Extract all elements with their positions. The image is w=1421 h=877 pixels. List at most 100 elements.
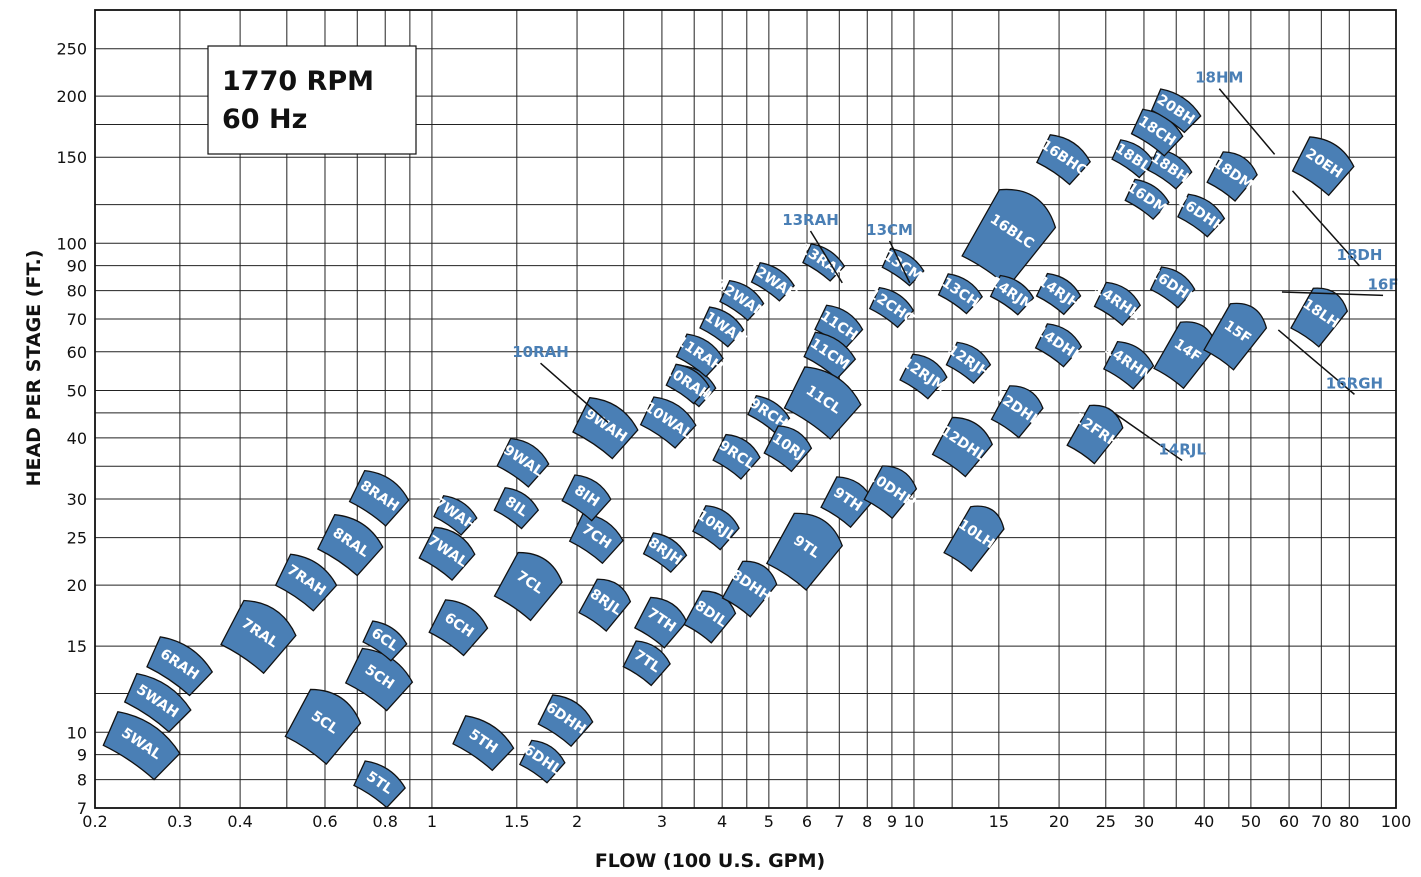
curve-shape bbox=[783, 366, 862, 440]
curve-shape bbox=[765, 512, 843, 591]
callout-leader bbox=[809, 230, 843, 284]
x-tick-label: 3 bbox=[657, 812, 667, 831]
curve-shape bbox=[1290, 287, 1349, 348]
curve-region: 9TL bbox=[765, 512, 843, 591]
curve-shape bbox=[683, 590, 737, 644]
curve-shape bbox=[220, 599, 297, 675]
x-tick-label: 15 bbox=[989, 812, 1009, 831]
y-tick-label: 40 bbox=[67, 429, 87, 448]
callout-label: 13RAH bbox=[782, 211, 839, 229]
curve-region: 10RJL bbox=[692, 505, 740, 551]
curve-region: 14RJH bbox=[1035, 272, 1083, 316]
curve-shape bbox=[763, 425, 813, 473]
y-tick-label: 9 bbox=[77, 746, 87, 765]
x-tick-label: 4 bbox=[717, 812, 727, 831]
curve-shape bbox=[931, 416, 994, 478]
y-tick-label: 15 bbox=[67, 637, 87, 656]
y-tick-label: 100 bbox=[56, 234, 87, 253]
x-tick-label: 70 bbox=[1311, 812, 1331, 831]
curve-shape bbox=[633, 596, 688, 649]
curve-region: 14DHL bbox=[1033, 323, 1085, 368]
curve-shape bbox=[868, 286, 915, 329]
y-tick-label: 80 bbox=[67, 282, 87, 301]
callout-leader bbox=[540, 362, 609, 424]
curve-shape bbox=[945, 341, 992, 385]
curve-region: 8DIL bbox=[683, 590, 737, 644]
curve-region: 16DHL bbox=[1147, 265, 1199, 309]
curve-shape bbox=[362, 620, 408, 662]
curve-region: 16BLC bbox=[961, 188, 1057, 288]
curve-region: 12DHL bbox=[931, 416, 994, 478]
curve-region: 10RJ bbox=[763, 425, 813, 473]
curve-region: 20EH bbox=[1291, 136, 1355, 197]
x-tick-label: 1.5 bbox=[504, 812, 529, 831]
curve-shape bbox=[102, 710, 181, 781]
curve-shape bbox=[146, 636, 214, 697]
x-axis-title: FLOW (100 U.S. GPM) bbox=[595, 850, 825, 872]
x-tick-label: 40 bbox=[1194, 812, 1214, 831]
callout-leader bbox=[1218, 88, 1276, 155]
curve-shape bbox=[1034, 323, 1083, 368]
curve-shape bbox=[1111, 139, 1155, 179]
curve-region: 8RJH bbox=[642, 532, 688, 574]
y-tick-label: 150 bbox=[56, 148, 87, 167]
curve-region: 12RJH bbox=[944, 341, 992, 385]
x-tick-label: 8 bbox=[862, 812, 872, 831]
x-tick-label: 0.6 bbox=[312, 812, 337, 831]
curve-region: 6DHL bbox=[518, 739, 566, 784]
curve-region: 18DM bbox=[1206, 151, 1258, 202]
y-tick-label: 60 bbox=[67, 343, 87, 362]
curve-shape bbox=[123, 672, 192, 733]
curve-shape bbox=[572, 396, 639, 460]
curve-shape bbox=[639, 396, 697, 449]
curve-region: 9WAL bbox=[496, 437, 550, 488]
curve-region: 14F bbox=[1153, 321, 1218, 390]
curve-region: 7RAL bbox=[220, 599, 297, 675]
callout-leader bbox=[1113, 412, 1183, 462]
x-tick-label: 80 bbox=[1339, 812, 1359, 831]
y-tick-label: 50 bbox=[67, 381, 87, 400]
curve-shape bbox=[665, 363, 710, 405]
curve-region: 12DHH bbox=[990, 385, 1045, 439]
callout-leader bbox=[1277, 329, 1355, 395]
curve-region: 9TH bbox=[820, 476, 874, 529]
info-box-speed: 1770 RPM bbox=[222, 66, 374, 97]
plot-frame bbox=[94, 9, 1397, 809]
curve-shape bbox=[428, 599, 489, 657]
x-tick-label: 25 bbox=[1096, 812, 1116, 831]
callout-label: 13CM bbox=[866, 221, 913, 239]
curve-shape bbox=[990, 385, 1044, 439]
x-tick-label: 0.2 bbox=[82, 812, 107, 831]
callout-label: 18HM bbox=[1195, 69, 1243, 87]
curve-shape bbox=[881, 247, 925, 287]
curve-shape bbox=[692, 505, 740, 551]
curve-shape bbox=[274, 553, 338, 612]
curve-shape bbox=[622, 640, 671, 687]
curve-region: 16DHH bbox=[1174, 193, 1228, 238]
x-tick-label: 50 bbox=[1241, 812, 1261, 831]
curve-region: 5CH bbox=[344, 647, 414, 712]
curve-region: 14RHH bbox=[1091, 281, 1144, 327]
curve-region: 8DHH bbox=[721, 560, 778, 618]
curve-shape bbox=[863, 465, 918, 520]
curve-region: 5TL bbox=[353, 760, 406, 809]
x-tick-label: 10 bbox=[904, 812, 924, 831]
curve-shape bbox=[1206, 151, 1258, 202]
curve-region: 12FRH bbox=[1066, 404, 1124, 465]
y-tick-label: 8 bbox=[77, 771, 87, 790]
curve-shape bbox=[899, 353, 948, 400]
callout-label: 10RAH bbox=[512, 343, 569, 361]
curve-shape bbox=[561, 474, 612, 522]
curve-shape bbox=[719, 279, 765, 322]
y-tick-label: 7 bbox=[77, 799, 87, 818]
y-axis-title: HEAD PER STAGE (FT.) bbox=[23, 250, 45, 487]
x-tick-label: 5 bbox=[764, 812, 774, 831]
curve-region: 13CH bbox=[937, 273, 984, 315]
callout-label: 14RJL bbox=[1158, 440, 1206, 458]
curve-region: 10LH bbox=[943, 505, 1005, 572]
x-tick-label: 9 bbox=[887, 812, 897, 831]
curve-region: 8RJL bbox=[578, 578, 632, 632]
y-tick-label: 30 bbox=[67, 490, 87, 509]
curve-shape bbox=[750, 261, 795, 302]
curve-region: 5TH bbox=[452, 715, 515, 772]
